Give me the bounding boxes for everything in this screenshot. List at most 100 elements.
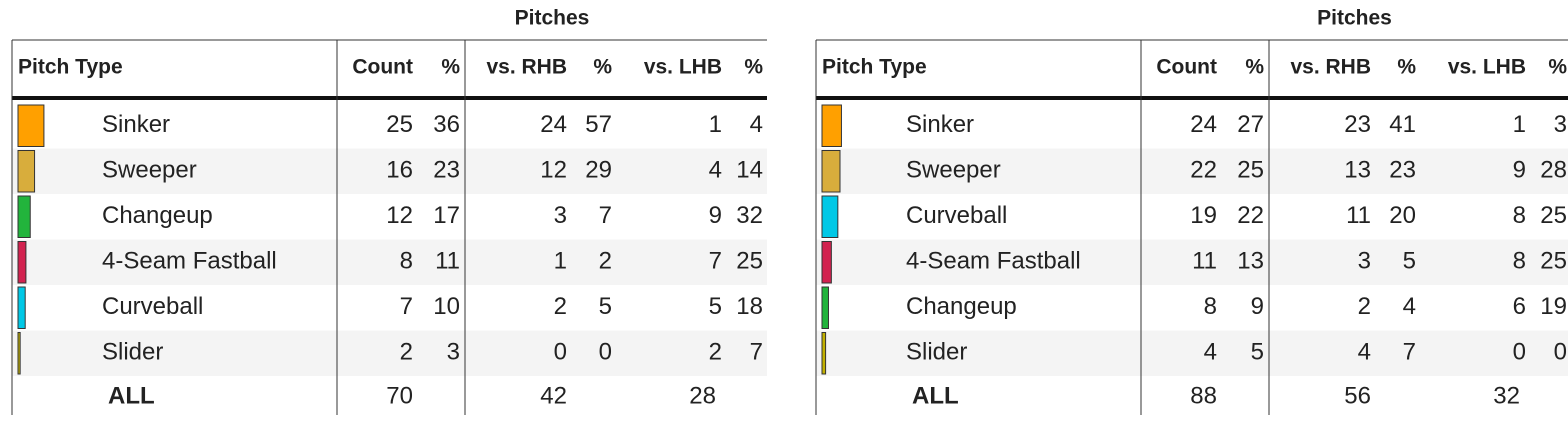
cell-value: 18	[736, 293, 763, 320]
cell-value: 19	[1540, 293, 1567, 320]
pitch-name: Changeup	[102, 202, 213, 229]
cell-value: 32	[736, 202, 763, 229]
column-header: Pitch Type	[18, 56, 123, 79]
cell-value: 7	[1403, 339, 1416, 366]
cell-value: 8	[1513, 248, 1526, 275]
cell-value: 57	[585, 111, 612, 138]
cell-value: 4	[1403, 293, 1416, 320]
cell-value: 3	[1554, 111, 1567, 138]
usage-bar	[821, 195, 839, 238]
column-header: vs. LHB	[1448, 56, 1526, 79]
usage-bar	[17, 332, 21, 375]
column-header: %	[1548, 56, 1567, 79]
cell-value: 22	[1190, 157, 1217, 184]
cell-value: 12	[540, 157, 567, 184]
column-header: vs. RHB	[486, 56, 567, 79]
usage-bar	[821, 104, 842, 147]
pitch-name: Slider	[102, 339, 163, 366]
usage-bar	[821, 286, 829, 329]
pitch-name: Sinker	[102, 111, 170, 138]
row-stripe	[12, 148, 767, 194]
usage-bar	[17, 150, 36, 193]
total-label: ALL	[912, 382, 959, 409]
cell-value: 19	[1190, 202, 1217, 229]
pitch-name: Slider	[906, 339, 967, 366]
cell-value: 2	[709, 339, 722, 366]
cell-value: 22	[1237, 202, 1264, 229]
cell-value: 25	[1237, 157, 1264, 184]
usage-bar	[821, 332, 827, 375]
cell-value: 8	[1513, 202, 1526, 229]
cell-value: 36	[433, 111, 460, 138]
total-value: 42	[540, 382, 567, 409]
column-header: vs. LHB	[644, 56, 722, 79]
cell-value: 11	[1192, 248, 1217, 275]
cell-value: 7	[750, 339, 763, 366]
pitch-name: 4-Seam Fastball	[102, 248, 277, 275]
cell-value: 23	[1344, 111, 1371, 138]
cell-value: 5	[599, 293, 612, 320]
cell-value: 3	[1358, 248, 1371, 275]
column-header: vs. RHB	[1290, 56, 1371, 79]
cell-value: 23	[433, 157, 460, 184]
cell-value: 2	[599, 248, 612, 275]
column-header: %	[593, 56, 612, 79]
cell-value: 25	[1540, 248, 1567, 275]
cell-value: 16	[386, 157, 413, 184]
column-header: Pitch Type	[822, 56, 927, 79]
usage-bar	[17, 286, 26, 329]
cell-value: 2	[400, 339, 413, 366]
cell-value: 9	[1251, 293, 1264, 320]
total-value: 70	[386, 382, 413, 409]
total-value: 28	[689, 382, 716, 409]
cell-value: 2	[1358, 293, 1371, 320]
pitch-name: Sweeper	[906, 157, 1001, 184]
cell-value: 4	[1358, 339, 1371, 366]
column-header: Count	[352, 56, 413, 79]
group-title: Pitches	[515, 7, 590, 30]
cell-value: 13	[1237, 248, 1264, 275]
row-stripe	[816, 239, 1568, 285]
total-value: 88	[1190, 382, 1217, 409]
cell-value: 24	[1190, 111, 1217, 138]
total-label: ALL	[108, 382, 155, 409]
cell-value: 24	[540, 111, 567, 138]
cell-value: 0	[1513, 339, 1526, 366]
cell-value: 23	[1389, 157, 1416, 184]
pitch-name: Changeup	[906, 293, 1017, 320]
cell-value: 1	[709, 111, 722, 138]
cell-value: 25	[1540, 202, 1567, 229]
cell-value: 7	[400, 293, 413, 320]
cell-value: 25	[736, 248, 763, 275]
cell-value: 9	[1513, 157, 1526, 184]
column-header: %	[1245, 56, 1264, 79]
group-title: Pitches	[1317, 7, 1392, 30]
cell-value: 0	[1554, 339, 1567, 366]
cell-value: 20	[1389, 202, 1416, 229]
cell-value: 17	[433, 202, 460, 229]
usage-bar	[821, 241, 832, 284]
cell-value: 2	[554, 293, 567, 320]
cell-value: 9	[709, 202, 722, 229]
cell-value: 11	[435, 248, 460, 275]
column-header: Count	[1156, 56, 1217, 79]
cell-value: 0	[599, 339, 612, 366]
cell-value: 10	[433, 293, 460, 320]
cell-value: 28	[1540, 157, 1567, 184]
column-header: %	[1397, 56, 1416, 79]
cell-value: 4	[709, 157, 722, 184]
pitch-name: Sinker	[906, 111, 974, 138]
pitch-name: Curveball	[906, 202, 1007, 229]
cell-value: 1	[554, 248, 567, 275]
cell-value: 3	[554, 202, 567, 229]
cell-value: 12	[386, 202, 413, 229]
cell-value: 27	[1237, 111, 1264, 138]
cell-value: 8	[400, 248, 413, 275]
pitch-name: Curveball	[102, 293, 203, 320]
row-stripe	[12, 239, 767, 285]
cell-value: 41	[1389, 111, 1416, 138]
usage-bar	[17, 241, 27, 284]
cell-value: 8	[1204, 293, 1217, 320]
cell-value: 4	[750, 111, 763, 138]
usage-bar	[17, 104, 45, 147]
